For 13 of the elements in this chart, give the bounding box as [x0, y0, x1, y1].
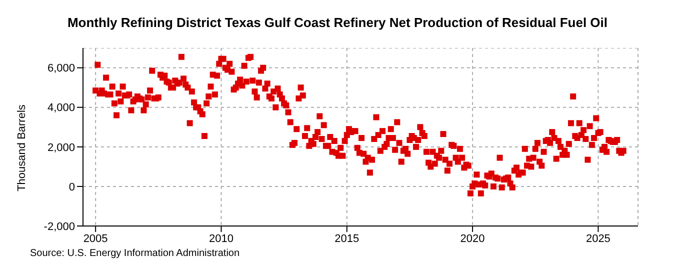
x-tick-label: 2015 [334, 232, 360, 245]
y-tick-label: 6,000 [47, 62, 75, 75]
chart-title: Monthly Refining District Texas Gulf Coast Refinery Net Production of Residual Fuel Oil [66, 15, 609, 30]
x-tick-label: 2010 [208, 232, 234, 245]
y-tick-label: 4,000 [47, 102, 75, 114]
y-tick-label: -2,000 [44, 220, 75, 233]
y-axis-title: Thousand Barrels [16, 104, 28, 192]
x-tick-label: 2005 [83, 232, 108, 245]
y-tick-label: 0 [68, 181, 75, 194]
y-tick-label: 2,000 [47, 142, 75, 154]
x-tick-label: 2025 [586, 232, 610, 245]
source-note: Source: U.S. Energy Information Administration [30, 248, 240, 259]
x-tick-label: 2020 [460, 232, 485, 245]
